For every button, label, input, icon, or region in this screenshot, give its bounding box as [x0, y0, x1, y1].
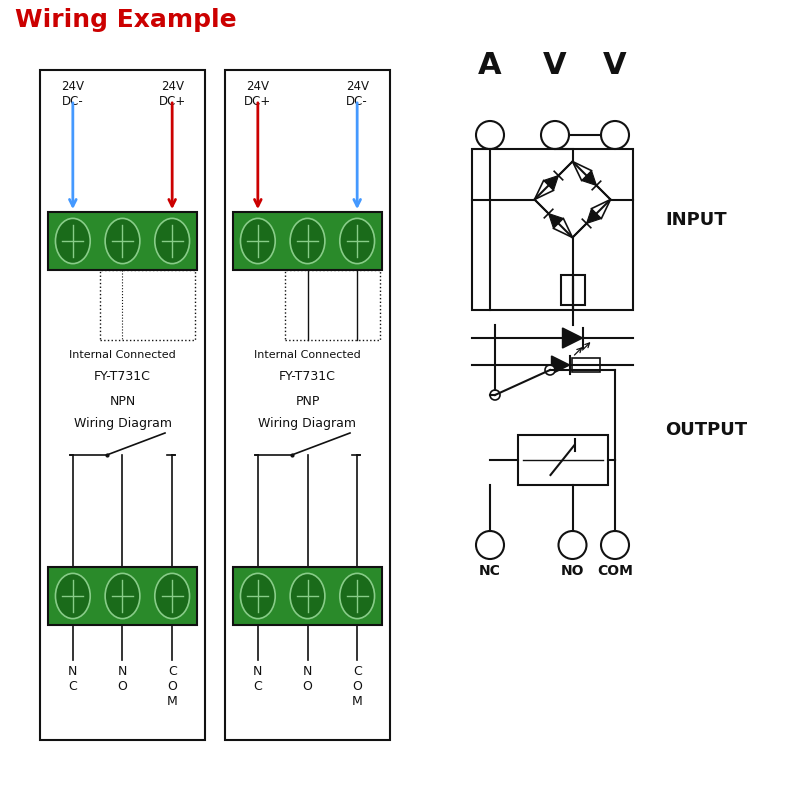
Text: FY-T731C: FY-T731C: [279, 370, 336, 383]
Ellipse shape: [241, 218, 275, 264]
Text: C
O
M: C O M: [166, 665, 178, 708]
Bar: [40, 70, 205, 740]
Text: N
C: N C: [68, 665, 78, 693]
Text: V: V: [603, 51, 627, 80]
Bar: [472, 149, 633, 310]
Text: NO: NO: [561, 564, 584, 578]
Polygon shape: [582, 170, 597, 186]
Text: INPUT: INPUT: [665, 211, 726, 229]
Text: A: A: [478, 51, 502, 80]
Text: Wiring Diagram: Wiring Diagram: [74, 417, 171, 430]
Text: C
O
M: C O M: [352, 665, 362, 708]
Text: Wiring Example: Wiring Example: [15, 8, 237, 32]
Ellipse shape: [55, 574, 90, 618]
Polygon shape: [544, 175, 558, 190]
Polygon shape: [586, 209, 602, 223]
Text: N
C: N C: [253, 665, 262, 693]
Circle shape: [490, 390, 500, 400]
Text: 24V
DC-: 24V DC-: [62, 80, 84, 108]
Text: PNP: PNP: [295, 395, 320, 408]
Text: 24V
DC-: 24V DC-: [346, 80, 369, 108]
Ellipse shape: [154, 218, 190, 264]
Text: NPN: NPN: [110, 395, 136, 408]
Bar: [48, 212, 197, 270]
Text: 24V
DC+: 24V DC+: [244, 80, 271, 108]
Text: FY-T731C: FY-T731C: [94, 370, 151, 383]
Bar: [518, 435, 607, 485]
Bar: [100, 270, 194, 340]
Bar: [285, 270, 379, 340]
Ellipse shape: [105, 218, 140, 264]
Text: V: V: [543, 51, 567, 80]
Ellipse shape: [55, 218, 90, 264]
Text: COM: COM: [597, 564, 633, 578]
Bar: [233, 212, 382, 270]
Polygon shape: [549, 214, 563, 228]
Bar: [561, 275, 585, 305]
Text: N
O: N O: [302, 665, 313, 693]
Ellipse shape: [105, 574, 140, 618]
Text: N
O: N O: [118, 665, 127, 693]
Polygon shape: [551, 356, 570, 374]
Ellipse shape: [340, 574, 374, 618]
Circle shape: [545, 365, 555, 375]
Bar: [225, 70, 390, 740]
Text: Wiring Diagram: Wiring Diagram: [258, 417, 357, 430]
Ellipse shape: [290, 574, 325, 618]
Text: Internal Connected: Internal Connected: [254, 350, 361, 360]
Ellipse shape: [340, 218, 374, 264]
Bar: [233, 567, 382, 625]
Text: Internal Connected: Internal Connected: [69, 350, 176, 360]
Text: OUTPUT: OUTPUT: [665, 421, 747, 439]
Bar: [48, 567, 197, 625]
Polygon shape: [562, 328, 582, 348]
Ellipse shape: [290, 218, 325, 264]
Text: 24V
DC+: 24V DC+: [158, 80, 186, 108]
Text: NC: NC: [479, 564, 501, 578]
Ellipse shape: [241, 574, 275, 618]
Ellipse shape: [154, 574, 190, 618]
Bar: [571, 358, 599, 372]
